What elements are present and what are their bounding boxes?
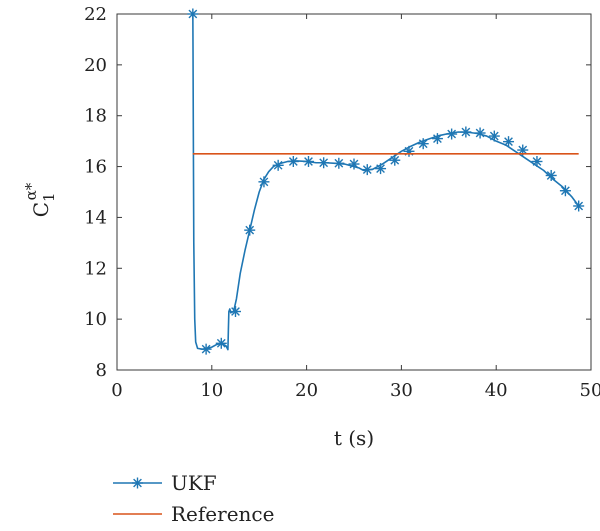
data-point-ukf <box>573 200 585 212</box>
legend-label-ukf: UKF <box>171 471 217 495</box>
data-point-ukf <box>417 138 429 150</box>
data-point-ukf <box>200 343 212 355</box>
data-point-ukf <box>215 337 227 349</box>
legend-marker-ukf <box>132 477 143 489</box>
x-tick-label: 30 <box>390 380 413 401</box>
data-point-ukf <box>403 145 415 157</box>
y-tick-label: 12 <box>84 258 107 279</box>
x-tick-label: 20 <box>295 380 318 401</box>
y-tick-label: 8 <box>96 360 107 381</box>
series-line-ukf <box>192 13 580 351</box>
data-point-ukf <box>318 157 330 169</box>
y-tick-label: 10 <box>84 309 107 330</box>
data-point-ukf <box>187 8 199 20</box>
data-point-ukf <box>460 126 472 138</box>
data-point-ukf <box>375 163 387 175</box>
y-tick-label: 18 <box>84 106 107 127</box>
x-tick-label: 10 <box>200 380 223 401</box>
data-point-ukf <box>333 157 345 169</box>
data-point-ukf <box>287 155 299 167</box>
data-point-ukf <box>244 224 256 236</box>
y-tick-label: 22 <box>84 4 107 25</box>
y-tick-label: 20 <box>84 55 107 76</box>
plot-area: 0 10 20 30 40 50 8 10 12 14 16 18 20 22 <box>84 4 600 401</box>
data-point-ukf <box>348 158 360 170</box>
legend-label-reference: Reference <box>171 502 274 526</box>
svg-text:C1α*: C1α* <box>22 182 58 217</box>
x-axis: 0 10 20 30 40 50 <box>111 14 600 401</box>
data-point-ukf <box>488 130 500 142</box>
data-point-ukf <box>474 127 486 139</box>
y-tick-label: 14 <box>84 207 107 228</box>
data-point-ukf <box>258 176 270 188</box>
y-axis-title: C1α* <box>22 182 58 217</box>
y-axis-title-subscript: 1 <box>40 192 58 202</box>
x-axis-title: t (s) <box>334 426 374 450</box>
series-layer <box>187 8 585 355</box>
x-tick-label: 50 <box>580 380 600 401</box>
legend-item-ukf: UKF <box>113 471 217 495</box>
data-point-ukf <box>531 155 543 167</box>
x-tick-label: 40 <box>485 380 508 401</box>
data-point-ukf <box>389 154 401 166</box>
legend-item-reference: Reference <box>113 502 274 526</box>
plot-frame <box>116 13 592 371</box>
y-axis: 8 10 12 14 16 18 20 22 <box>84 4 591 381</box>
data-point-ukf <box>559 185 571 197</box>
data-point-ukf <box>503 136 515 148</box>
data-point-ukf <box>446 128 458 140</box>
data-point-ukf <box>230 306 241 318</box>
legend-marker-ukf-glyph <box>132 477 143 489</box>
data-point-ukf <box>431 133 443 145</box>
data-point-ukf <box>545 169 557 181</box>
y-axis-title-main: C <box>29 202 53 217</box>
data-point-ukf <box>272 159 284 171</box>
legend: UKF Reference <box>113 471 274 526</box>
x-tick-label: 0 <box>111 380 122 401</box>
y-axis-title-superscript: α* <box>22 182 40 200</box>
data-point-ukf <box>361 164 373 176</box>
data-point-ukf <box>302 155 314 167</box>
y-tick-label: 16 <box>84 157 107 178</box>
